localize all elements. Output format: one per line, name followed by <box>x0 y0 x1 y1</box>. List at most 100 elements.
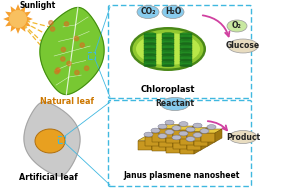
Ellipse shape <box>144 132 153 137</box>
Text: Chloroplast: Chloroplast <box>141 84 195 94</box>
Polygon shape <box>166 143 180 153</box>
Ellipse shape <box>130 27 206 71</box>
Polygon shape <box>201 137 208 150</box>
Bar <box>180 45 192 49</box>
Ellipse shape <box>144 55 156 57</box>
Ellipse shape <box>165 130 174 134</box>
Ellipse shape <box>162 48 174 50</box>
Ellipse shape <box>180 60 192 62</box>
Ellipse shape <box>133 29 203 68</box>
Text: Product: Product <box>226 132 260 142</box>
Bar <box>162 45 174 49</box>
Bar <box>144 56 156 60</box>
Ellipse shape <box>180 38 192 40</box>
Polygon shape <box>166 139 187 143</box>
Polygon shape <box>180 141 201 145</box>
Ellipse shape <box>179 122 188 126</box>
Ellipse shape <box>144 48 156 50</box>
Ellipse shape <box>144 44 156 46</box>
Polygon shape <box>159 129 173 138</box>
Ellipse shape <box>180 55 192 57</box>
Bar <box>144 39 156 44</box>
Ellipse shape <box>227 20 247 32</box>
Ellipse shape <box>144 33 156 35</box>
Polygon shape <box>208 133 215 146</box>
Polygon shape <box>201 133 215 142</box>
Polygon shape <box>152 132 166 142</box>
Ellipse shape <box>229 130 257 143</box>
Circle shape <box>61 57 65 61</box>
Ellipse shape <box>158 124 167 129</box>
Polygon shape <box>145 132 166 136</box>
Ellipse shape <box>180 48 192 50</box>
Polygon shape <box>173 134 180 147</box>
Ellipse shape <box>180 37 192 39</box>
Polygon shape <box>187 126 194 139</box>
Polygon shape <box>159 132 166 146</box>
Bar <box>162 50 174 55</box>
Ellipse shape <box>207 125 216 129</box>
Ellipse shape <box>162 49 174 51</box>
Circle shape <box>75 70 79 75</box>
Polygon shape <box>159 134 180 138</box>
Text: Sunlight: Sunlight <box>20 2 56 11</box>
Circle shape <box>55 69 59 74</box>
Polygon shape <box>40 8 104 94</box>
Ellipse shape <box>180 65 192 67</box>
Bar <box>144 50 156 55</box>
Ellipse shape <box>35 129 65 153</box>
Ellipse shape <box>162 60 174 62</box>
Polygon shape <box>187 137 208 141</box>
Polygon shape <box>152 136 159 149</box>
Ellipse shape <box>144 43 156 45</box>
Ellipse shape <box>162 43 174 45</box>
Polygon shape <box>159 125 180 129</box>
Polygon shape <box>201 128 208 140</box>
Polygon shape <box>24 102 80 176</box>
Ellipse shape <box>161 98 189 111</box>
Ellipse shape <box>151 128 160 133</box>
Bar <box>144 45 156 49</box>
Polygon shape <box>187 128 208 132</box>
Bar <box>162 39 174 44</box>
Polygon shape <box>173 125 180 138</box>
Polygon shape <box>145 136 159 146</box>
Polygon shape <box>180 145 194 154</box>
Circle shape <box>67 61 71 66</box>
Ellipse shape <box>136 33 200 65</box>
Text: Artificial leaf: Artificial leaf <box>19 174 77 183</box>
Text: Janus plasmene nanosheet: Janus plasmene nanosheet <box>124 170 240 180</box>
Ellipse shape <box>180 54 192 56</box>
Ellipse shape <box>162 55 174 57</box>
Circle shape <box>56 68 60 72</box>
Text: Glucose: Glucose <box>226 42 260 50</box>
Ellipse shape <box>144 49 156 51</box>
Text: H₂O: H₂O <box>165 8 181 16</box>
Ellipse shape <box>172 135 181 140</box>
Polygon shape <box>166 138 173 151</box>
Ellipse shape <box>193 123 202 128</box>
Polygon shape <box>201 129 222 133</box>
Bar <box>162 61 174 66</box>
Ellipse shape <box>179 131 188 136</box>
Circle shape <box>80 43 84 47</box>
Ellipse shape <box>180 43 192 45</box>
Text: CO₂: CO₂ <box>140 8 156 16</box>
Bar <box>180 56 192 60</box>
Ellipse shape <box>144 37 156 39</box>
Polygon shape <box>159 138 173 147</box>
Ellipse shape <box>144 38 156 40</box>
Bar <box>162 56 174 60</box>
Ellipse shape <box>158 134 167 138</box>
Circle shape <box>10 11 26 27</box>
Bar <box>144 34 156 38</box>
Polygon shape <box>173 136 194 139</box>
Polygon shape <box>180 132 201 136</box>
Polygon shape <box>166 134 180 143</box>
Bar <box>180 39 192 44</box>
Ellipse shape <box>144 54 156 56</box>
Ellipse shape <box>162 38 174 40</box>
Ellipse shape <box>228 39 258 53</box>
Ellipse shape <box>162 5 184 19</box>
Ellipse shape <box>137 5 159 19</box>
